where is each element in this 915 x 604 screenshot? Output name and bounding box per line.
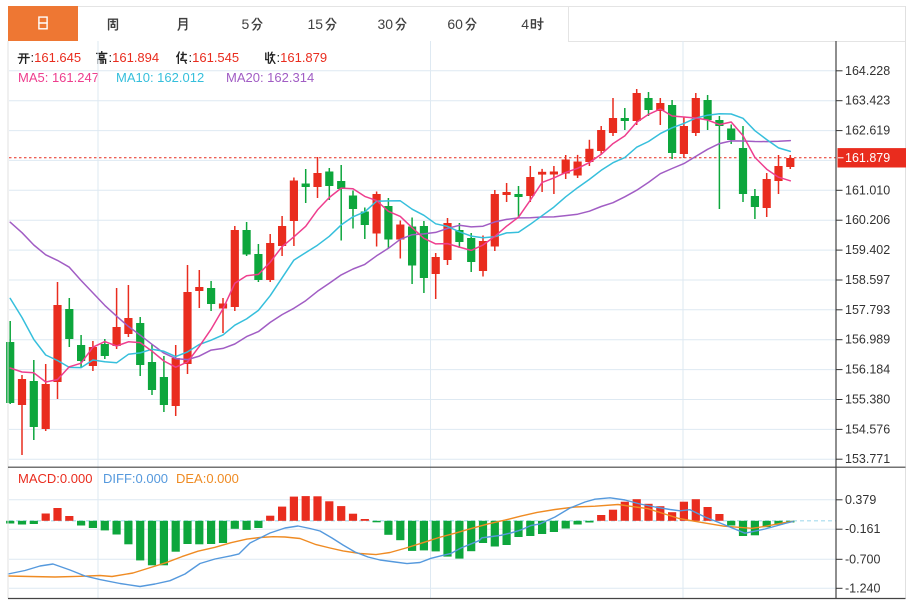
svg-text:158.597: 158.597 bbox=[845, 273, 890, 287]
svg-text:153.771: 153.771 bbox=[845, 452, 890, 466]
svg-text:163.423: 163.423 bbox=[845, 94, 890, 108]
svg-text:-0.161: -0.161 bbox=[845, 522, 880, 536]
svg-text:-1.240: -1.240 bbox=[845, 581, 880, 595]
svg-text:162.619: 162.619 bbox=[845, 124, 890, 138]
svg-text:156.184: 156.184 bbox=[845, 363, 890, 377]
svg-text:155.380: 155.380 bbox=[845, 393, 890, 407]
svg-text:161.010: 161.010 bbox=[845, 183, 890, 197]
svg-text:164.228: 164.228 bbox=[845, 64, 890, 78]
svg-text:159.402: 159.402 bbox=[845, 243, 890, 257]
svg-text:156.989: 156.989 bbox=[845, 333, 890, 347]
svg-text:0.379: 0.379 bbox=[845, 493, 876, 507]
svg-text:154.576: 154.576 bbox=[845, 422, 890, 436]
svg-text:-0.700: -0.700 bbox=[845, 552, 880, 566]
svg-text:157.793: 157.793 bbox=[845, 303, 890, 317]
svg-text:160.206: 160.206 bbox=[845, 213, 890, 227]
svg-text:161.879: 161.879 bbox=[845, 151, 890, 165]
